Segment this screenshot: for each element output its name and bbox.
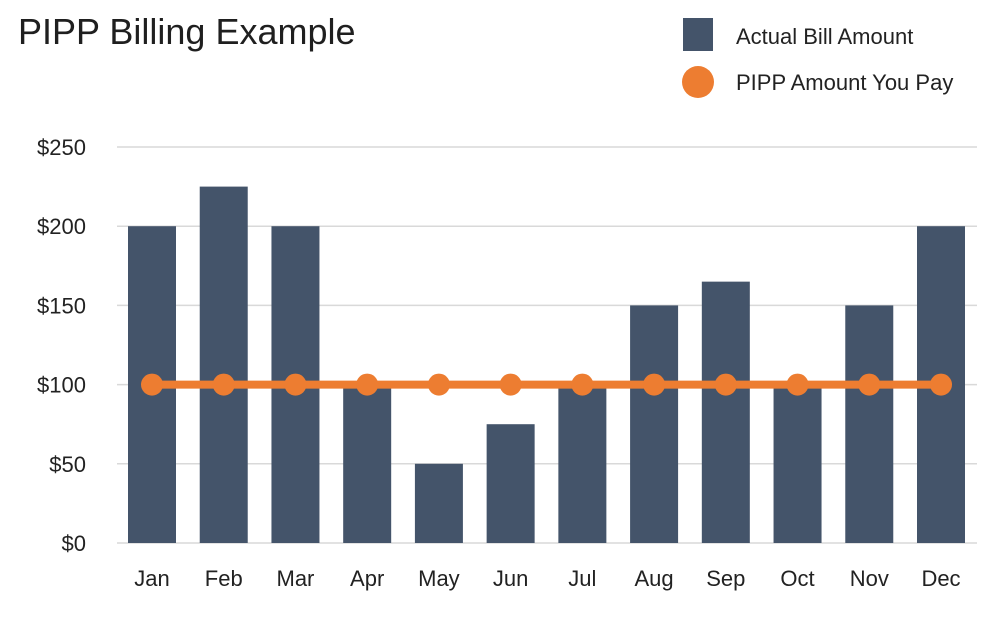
bar-apr: [343, 384, 392, 543]
y-tick-label: $100: [37, 373, 86, 398]
x-tick-label: Jul: [568, 566, 596, 591]
legend-label-pipp: PIPP Amount You Pay: [736, 70, 953, 95]
x-tick-label: Dec: [921, 566, 960, 591]
x-tick-label: May: [418, 566, 460, 591]
pipp-point-dec: [930, 373, 952, 396]
y-tick-label: $50: [49, 452, 86, 477]
legend-label-actual-bill: Actual Bill Amount: [736, 24, 913, 49]
pipp-point-sep: [714, 373, 737, 396]
pipp-point-may: [427, 373, 450, 396]
x-tick-label: Jan: [134, 566, 169, 591]
x-tick-label: Jun: [493, 566, 528, 591]
bar-nov: [845, 305, 894, 543]
x-tick-label: Aug: [635, 566, 674, 591]
bar-jul: [558, 384, 607, 543]
y-tick-label: $0: [62, 531, 86, 556]
x-tick-label: Oct: [780, 566, 814, 591]
pipp-point-nov: [858, 373, 881, 396]
pipp-point-jul: [571, 373, 594, 396]
y-tick-label: $250: [37, 135, 86, 160]
bar-jun: [486, 424, 535, 543]
y-tick-label: $200: [37, 214, 86, 239]
chart-title: PIPP Billing Example: [18, 11, 356, 52]
legend-swatch-actual-bill: [683, 18, 713, 51]
pipp-points: [141, 373, 952, 396]
legend: Actual Bill Amount PIPP Amount You Pay: [682, 18, 953, 98]
x-tick-label: Feb: [205, 566, 243, 591]
bar-aug: [630, 305, 679, 543]
bar-sep: [701, 281, 750, 543]
pipp-point-jun: [499, 373, 522, 396]
pipp-point-oct: [786, 373, 809, 396]
x-tick-label: Nov: [850, 566, 889, 591]
pipp-point-apr: [356, 373, 379, 396]
bar-may: [414, 463, 463, 543]
pipp-point-aug: [643, 373, 666, 396]
y-tick-label: $150: [37, 293, 86, 318]
bar-oct: [773, 384, 822, 543]
x-tick-label: Sep: [706, 566, 745, 591]
x-tick-label: Apr: [350, 566, 384, 591]
bars: [128, 186, 965, 543]
y-axis-ticks: $0 $50 $100 $150 $200 $250: [37, 135, 86, 556]
legend-swatch-pipp: [682, 66, 714, 98]
pipp-point-mar: [284, 373, 307, 396]
bar-feb: [199, 186, 248, 543]
pipp-point-jan: [141, 373, 163, 396]
x-tick-label: Mar: [277, 566, 315, 591]
x-axis-ticks: Jan Feb Mar Apr May Jun Jul Aug Sep Oct Nov Dec: [134, 566, 960, 591]
pipp-point-feb: [212, 373, 235, 396]
